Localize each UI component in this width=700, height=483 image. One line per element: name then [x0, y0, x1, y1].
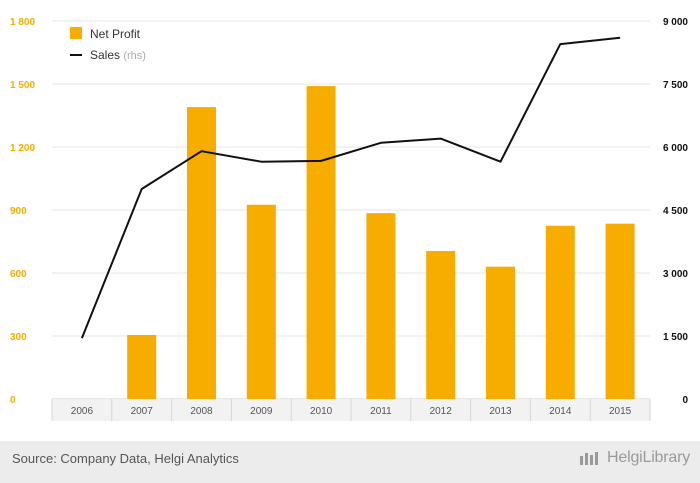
y-left-tick-label: 300	[10, 332, 27, 343]
brand-logo[interactable]: HelgiLibrary	[579, 449, 690, 467]
legend-label-net-profit: Net Profit	[90, 27, 141, 41]
bar-net-profit	[605, 223, 635, 399]
y-right-tick-label: 9 000	[663, 17, 688, 28]
x-tick-label: 2008	[190, 406, 213, 417]
x-tick-label: 2011	[370, 406, 392, 417]
x-tick-label: 2013	[489, 406, 512, 417]
y-right-tick-label: 7 500	[663, 80, 688, 91]
bar-net-profit	[545, 225, 575, 399]
x-tick-label: 2015	[609, 406, 632, 417]
y-left-tick-label: 900	[10, 206, 27, 217]
y-left-tick-label: 600	[10, 269, 27, 280]
legend-label-sales: Sales (rhs)	[90, 48, 146, 62]
y-right-tick-label: 3 000	[663, 269, 688, 280]
y-left-tick-label: 0	[10, 395, 16, 406]
source-note: Source: Company Data, Helgi Analytics	[12, 451, 239, 466]
y-left-tick-label: 1 800	[10, 17, 35, 28]
y-left-tick-label: 1 200	[10, 143, 35, 154]
line-sales	[80, 36, 621, 339]
legend-swatch-net-profit	[70, 27, 82, 39]
x-tick-label: 2010	[310, 406, 333, 417]
footer: Source: Company Data, Helgi Analytics He…	[0, 441, 700, 483]
x-tick-label: 2012	[430, 406, 453, 417]
y-right-tick-label: 6 000	[663, 143, 688, 154]
x-tick-label: 2006	[71, 406, 94, 417]
y-right-tick-label: 0	[682, 395, 688, 406]
library-icon	[580, 452, 599, 465]
bar-net-profit	[187, 107, 216, 399]
combo-chart: 0 300 600 900 1 200 1 500 1 800 0 1 500 3 000 4 50…	[10, 17, 688, 421]
bar-net-profit	[366, 213, 396, 399]
bar-net-profit	[246, 204, 276, 399]
bar-net-profit	[486, 266, 515, 399]
bar-net-profit	[127, 334, 157, 399]
bar-net-profit	[306, 86, 336, 399]
x-tick-label: 2009	[250, 406, 273, 417]
x-tick-label: 2007	[131, 406, 154, 417]
x-tick-label: 2014	[549, 406, 572, 417]
y-right-tick-label: 4 500	[663, 206, 688, 217]
y-right-tick-label: 1 500	[663, 332, 688, 343]
bar-net-profit	[426, 250, 456, 399]
y-left-tick-label: 1 500	[10, 80, 35, 91]
brand-name: HelgiLibrary	[607, 449, 690, 466]
